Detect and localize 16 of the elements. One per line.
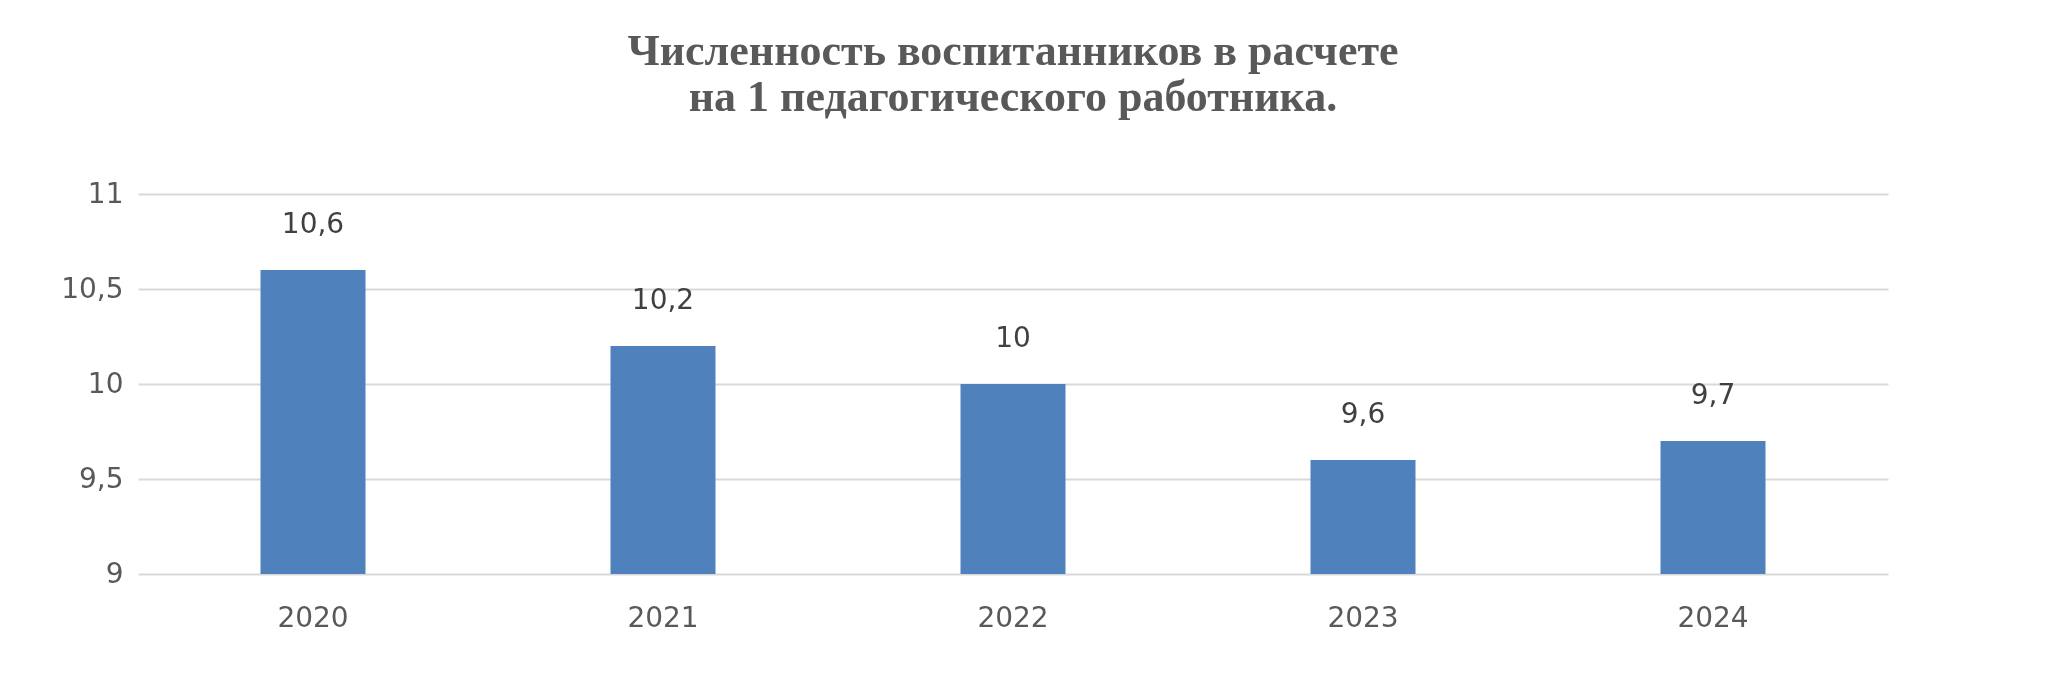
x-tick-label: 2020	[277, 600, 349, 634]
x-tick-label: 2022	[977, 600, 1049, 634]
x-tick-label: 2024	[1677, 600, 1749, 634]
data-label: 10	[995, 321, 1031, 354]
y-tick-label: 9,5	[78, 461, 124, 495]
y-tick-label: 10	[87, 366, 124, 400]
y-tick-label: 9	[105, 556, 124, 590]
x-tick-label: 2021	[627, 600, 699, 634]
data-label: 10,2	[631, 283, 695, 316]
data-label: 10,6	[281, 207, 345, 240]
y-tick-label: 10,5	[61, 271, 124, 305]
x-tick-label: 2023	[1327, 600, 1399, 634]
data-label: 9,6	[1340, 397, 1386, 430]
data-label: 9,7	[1690, 378, 1736, 411]
y-tick-label: 11	[87, 176, 124, 210]
chart-title: Численность воспитанников в расчете на 1 педагогического работника.	[627, 26, 1399, 121]
